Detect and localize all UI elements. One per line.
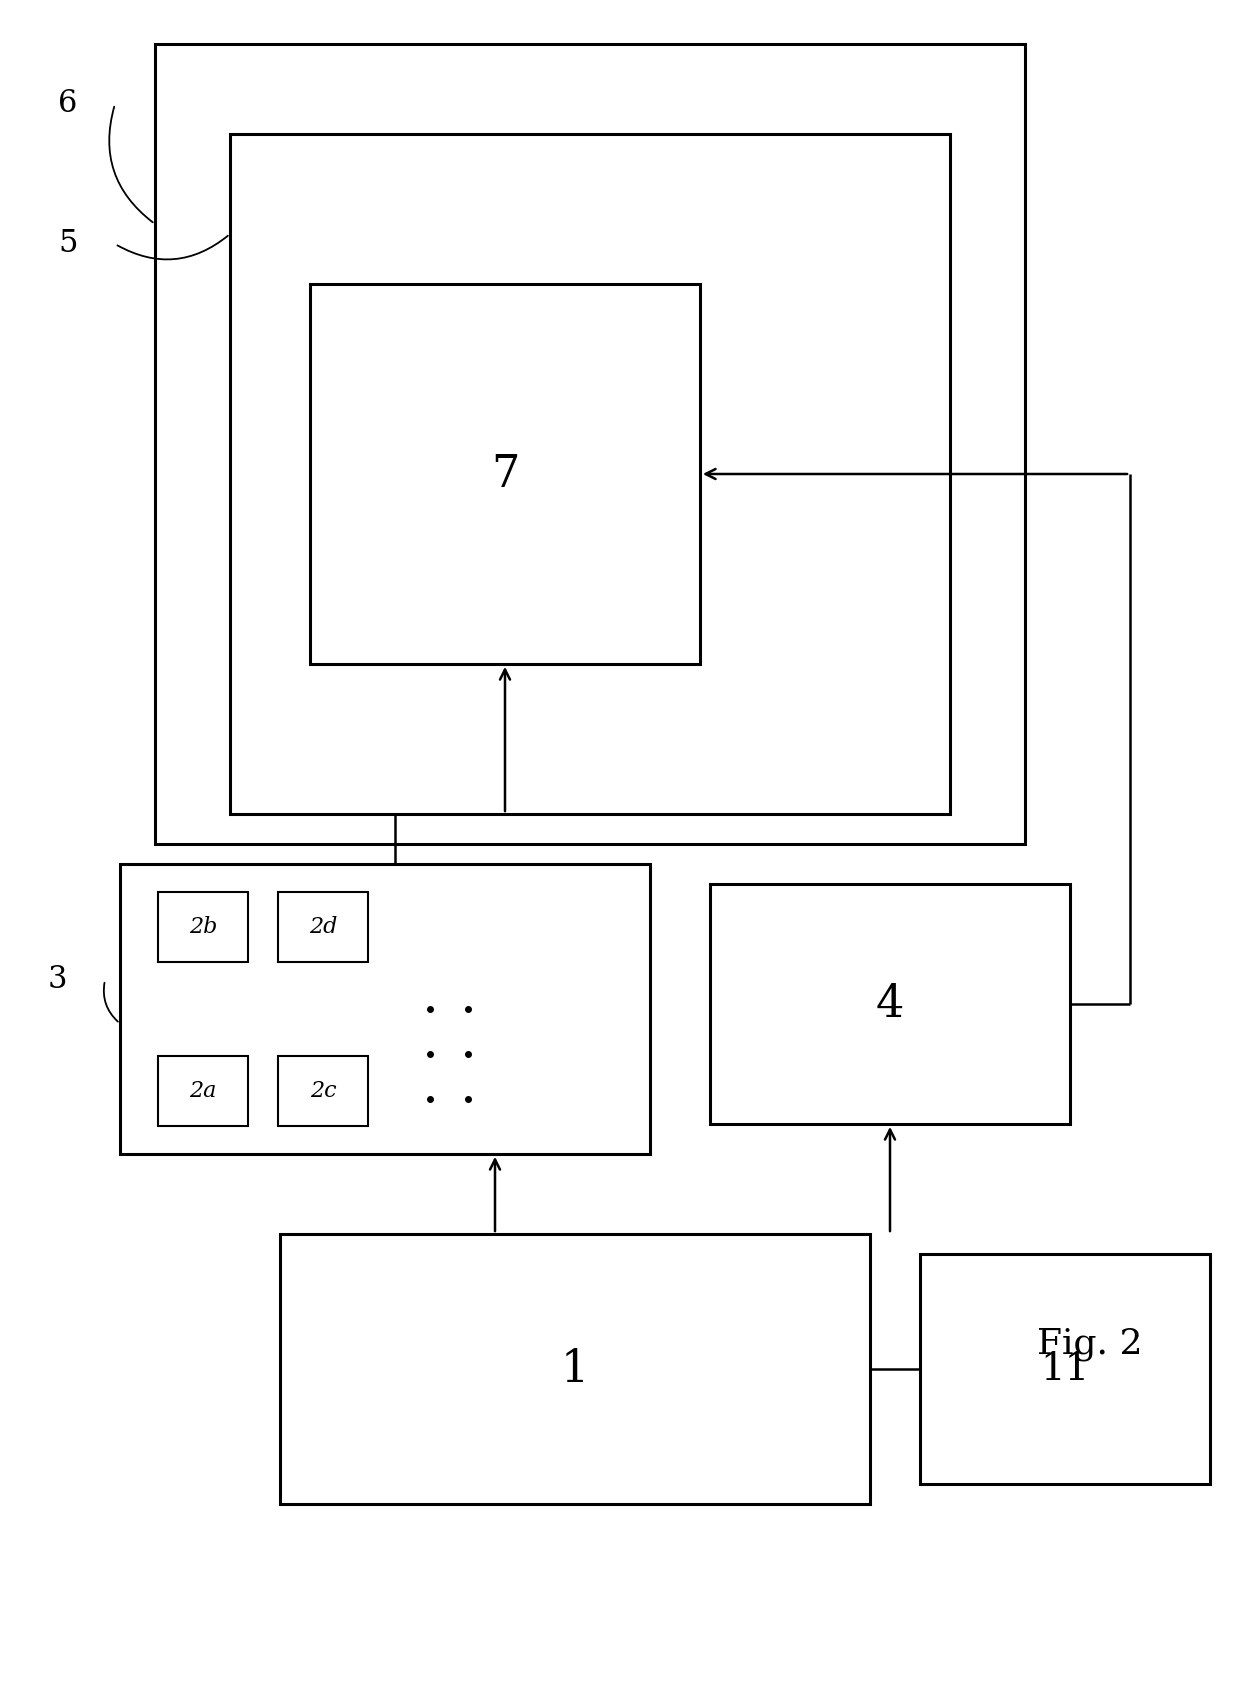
- Text: 6: 6: [58, 89, 77, 120]
- Text: 7: 7: [491, 453, 520, 495]
- Bar: [310, 285, 701, 663]
- Text: 2d: 2d: [309, 916, 337, 938]
- Bar: [278, 893, 368, 962]
- Text: Fig. 2: Fig. 2: [1037, 1327, 1143, 1361]
- Text: 2b: 2b: [188, 916, 217, 938]
- Text: 1: 1: [560, 1347, 589, 1391]
- Bar: [157, 1056, 248, 1127]
- Text: 11: 11: [1040, 1351, 1090, 1388]
- Text: 3: 3: [48, 965, 67, 995]
- Bar: [280, 1234, 870, 1504]
- Bar: [920, 1255, 1210, 1484]
- Bar: [278, 1056, 368, 1127]
- Text: 2c: 2c: [310, 1079, 336, 1101]
- Bar: [157, 893, 248, 962]
- Text: 5: 5: [58, 229, 77, 259]
- Text: 4: 4: [875, 982, 904, 1026]
- Bar: [711, 884, 1070, 1123]
- Bar: [120, 864, 650, 1154]
- Bar: [229, 135, 950, 813]
- Bar: [155, 44, 1025, 844]
- Text: 2a: 2a: [190, 1079, 217, 1101]
